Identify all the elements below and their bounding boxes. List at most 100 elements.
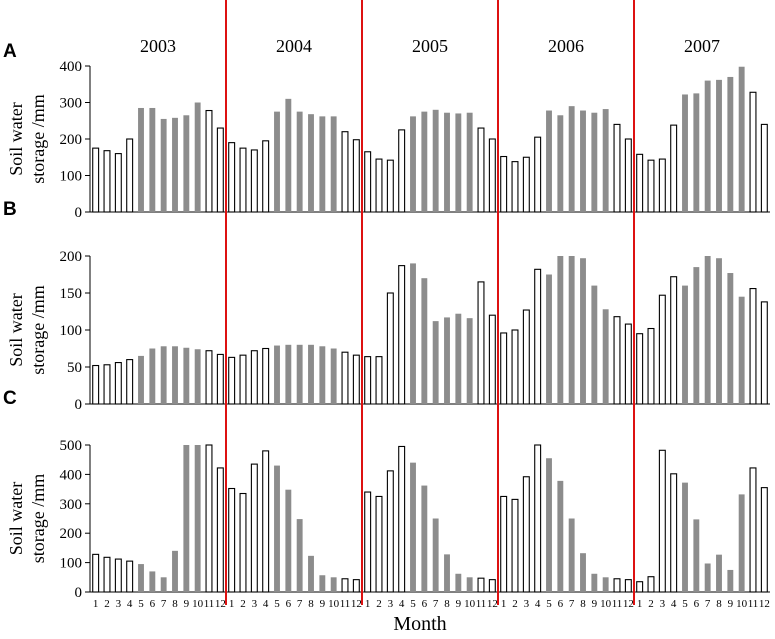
bar	[738, 494, 745, 592]
y-tick-label: 0	[75, 585, 83, 601]
bar	[704, 80, 711, 212]
bar	[398, 129, 406, 213]
month-tick-label: 8	[716, 598, 722, 610]
bar	[580, 553, 586, 592]
bar	[330, 116, 337, 212]
bar	[511, 161, 519, 213]
bar	[352, 354, 360, 405]
bar	[330, 348, 337, 404]
bar	[296, 111, 303, 213]
bar	[444, 317, 450, 404]
bar	[591, 112, 598, 212]
month-tick-label: 7	[161, 598, 167, 610]
month-tick-label: 5	[274, 598, 280, 610]
bar	[285, 98, 292, 212]
bar	[138, 107, 144, 212]
bar	[624, 579, 632, 593]
month-tick-label: 2	[376, 598, 382, 610]
bar	[658, 294, 666, 405]
bar	[455, 313, 462, 404]
bar	[670, 124, 678, 213]
month-tick-label: 5	[410, 598, 416, 610]
bar	[477, 281, 485, 405]
bar	[624, 323, 632, 405]
month-tick-label: 7	[705, 598, 711, 610]
chart-panel-b: B 0 50 100 150 200 Soil water storage /mm	[3, 199, 770, 413]
month-tick-label: 2	[240, 598, 246, 610]
bar	[386, 292, 394, 405]
bar	[126, 138, 134, 213]
bar	[613, 123, 621, 213]
bar	[250, 149, 258, 213]
month-tick-label: 8	[172, 598, 178, 610]
bar	[262, 450, 270, 593]
bar	[183, 115, 190, 212]
month-tick-label: 11	[748, 598, 759, 610]
bar	[477, 127, 485, 213]
bar	[308, 344, 314, 404]
bar	[466, 112, 473, 212]
bar	[126, 359, 134, 405]
month-tick-label: 9	[592, 598, 598, 610]
month-tick-label: 6	[694, 598, 700, 610]
y-tick-label: 500	[60, 438, 83, 454]
bar	[92, 147, 100, 213]
bar	[341, 351, 349, 405]
bar	[602, 309, 609, 404]
bar	[375, 158, 383, 213]
y-tick-label: 100	[60, 323, 83, 339]
chart-panel-a: A 0 100 200 300 400 Soil water storage /mm 2003 2…	[3, 36, 770, 221]
month-tick-label: 12	[351, 598, 362, 610]
month-tick-label: 8	[580, 598, 586, 610]
bar	[421, 278, 428, 404]
bar	[410, 116, 416, 212]
bar	[534, 136, 542, 213]
bar	[103, 150, 111, 213]
month-tick-label: 12	[215, 598, 226, 610]
bar	[647, 327, 655, 405]
month-tick-label: 8	[444, 598, 450, 610]
bar	[602, 109, 609, 212]
bar	[352, 579, 360, 593]
bar	[760, 301, 768, 405]
bar	[682, 285, 688, 404]
month-tick-label: 1	[229, 598, 235, 610]
bar	[216, 353, 224, 405]
bar	[352, 139, 360, 213]
y-axis-label: storage /mm	[28, 94, 48, 183]
bar	[216, 127, 224, 213]
bar	[624, 138, 632, 213]
bar	[488, 314, 496, 405]
bar	[194, 102, 201, 212]
bar	[693, 267, 700, 404]
bar	[239, 354, 247, 405]
month-tick-label: 10	[328, 598, 340, 610]
bar	[591, 573, 598, 592]
bar	[262, 347, 270, 405]
month-tick-label: 4	[263, 598, 269, 610]
bar	[421, 485, 428, 592]
bar	[738, 66, 745, 212]
bar	[444, 112, 450, 212]
bar	[682, 482, 688, 592]
bar	[364, 356, 372, 405]
bar	[194, 445, 201, 592]
bar	[749, 288, 757, 405]
month-tick-label: 2	[648, 598, 654, 610]
bar	[534, 268, 542, 405]
y-tick-label: 0	[75, 397, 83, 413]
bar	[194, 349, 201, 404]
bar	[228, 487, 236, 593]
panel-label: B	[3, 199, 17, 220]
bar	[274, 465, 280, 592]
y-tick-label: 200	[60, 526, 83, 542]
month-tick-label: 6	[422, 598, 428, 610]
bar	[172, 346, 178, 404]
bar	[580, 110, 586, 212]
bar	[432, 321, 439, 404]
bar	[296, 519, 303, 592]
month-tick-label: 1	[93, 598, 99, 610]
panel-label: A	[3, 41, 17, 62]
